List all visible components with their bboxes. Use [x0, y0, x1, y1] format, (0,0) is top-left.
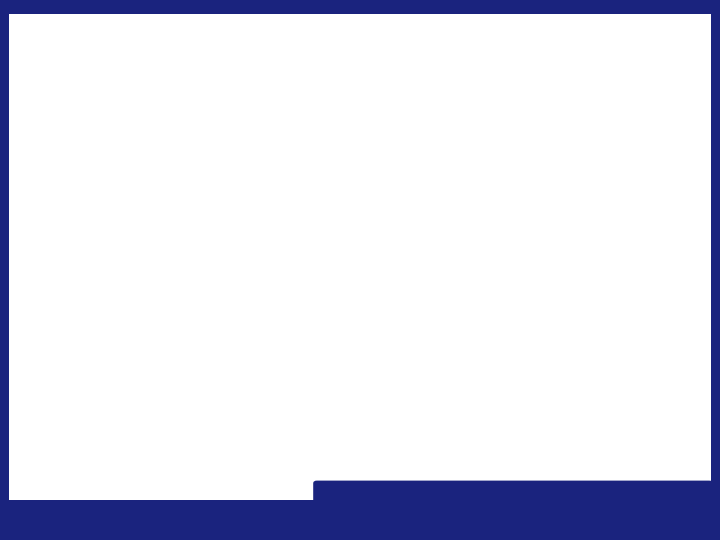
Text: then $A$,  $B$,  $C$ are collinear: then $A$, $B$, $C$ are collinear [28, 140, 258, 160]
Text: $x_{1}$: $x_{1}$ [256, 224, 274, 240]
Text: $= 0$: $= 0$ [342, 246, 374, 264]
Text: Three Points: Three Points [28, 65, 181, 85]
Text: $1$: $1$ [315, 270, 325, 286]
Text: $x_{2}$: $x_{2}$ [256, 247, 274, 263]
Text: $y_{2}$: $y_{2}$ [120, 247, 137, 263]
Text: Matrices & Determinants: Matrices & Determinants [441, 501, 695, 519]
Text: $\Leftrightarrow$  Area of  triangle  $ABC = 0$: $\Leftrightarrow$ Area of triangle $ABC … [28, 182, 282, 204]
Text: $= 0$: $= 0$ [178, 246, 210, 264]
Text: $1$: $1$ [315, 224, 325, 240]
Text: $x_{1}$: $x_{1}$ [91, 224, 109, 240]
Text: 1: 1 [60, 233, 70, 248]
Text: $1$: $1$ [150, 247, 160, 263]
Text: $\Leftrightarrow$: $\Leftrightarrow$ [28, 246, 48, 264]
Text: $y_{1}$: $y_{1}$ [120, 224, 137, 240]
Text: $1$: $1$ [150, 224, 160, 240]
Text: $x_{3}$: $x_{3}$ [256, 270, 274, 286]
Text: $1$: $1$ [150, 270, 160, 286]
Text: $1$: $1$ [315, 247, 325, 263]
Text: $\Leftrightarrow$: $\Leftrightarrow$ [208, 246, 228, 264]
Text: $y_{2}$: $y_{2}$ [284, 247, 302, 263]
Text: Condition of Collinearity of: Condition of Collinearity of [28, 40, 354, 60]
Text: 2: 2 [60, 257, 70, 272]
Text: $y_{1}$: $y_{1}$ [284, 224, 302, 240]
Text: $x_{2}$: $x_{2}$ [91, 247, 109, 263]
Text: If  $A\,(x_1,\,y_1),\,B\,(x_2,\,y_2)$ and $C\,(x_3,\,y_3)$ are three points,: If $A\,(x_1,\,y_1),\,B\,(x_2,\,y_2)$ and… [28, 100, 487, 122]
Text: $x_{3}$: $x_{3}$ [91, 270, 109, 286]
Text: $y_{3}$: $y_{3}$ [120, 270, 137, 286]
Text: $y_{3}$: $y_{3}$ [284, 270, 302, 286]
